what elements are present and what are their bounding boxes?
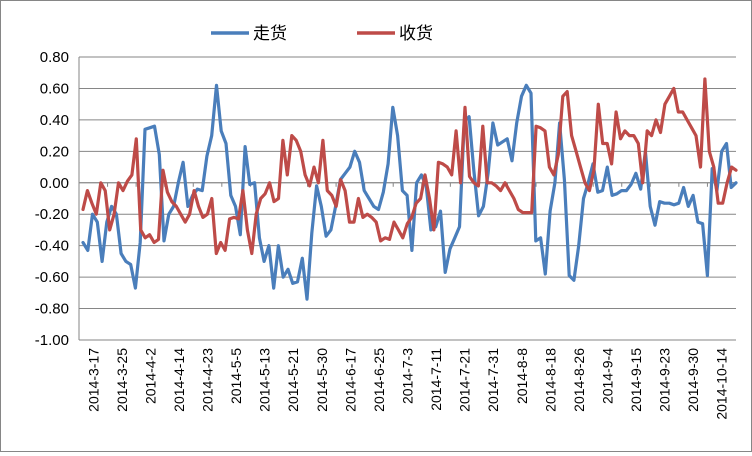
x-tick-label: 2014-3-25 bbox=[114, 348, 130, 412]
y-tick-label: -0.60 bbox=[35, 269, 69, 286]
y-tick-label: 0.60 bbox=[40, 80, 69, 97]
x-tick-label: 2014-7-3 bbox=[400, 348, 416, 404]
y-tick-label: -0.20 bbox=[35, 206, 69, 223]
x-tick-label: 2014-9-30 bbox=[685, 348, 701, 412]
x-tick-label: 2014-6-17 bbox=[342, 348, 358, 412]
x-tick-label: 2014-3-17 bbox=[85, 348, 101, 412]
x-tick-label: 2014-7-21 bbox=[457, 348, 473, 412]
x-tick-label: 2014-7-11 bbox=[428, 348, 444, 411]
series-line-1 bbox=[81, 77, 738, 256]
y-tick-label: 0.80 bbox=[40, 49, 69, 66]
x-tick-label: 2014-5-30 bbox=[314, 348, 330, 412]
series-layer bbox=[81, 77, 738, 301]
x-tick-label: 2014-10-14 bbox=[714, 348, 730, 420]
x-tick-label: 2014-9-4 bbox=[599, 348, 615, 404]
legend: 走货 收货 bbox=[211, 24, 433, 43]
x-tick-label: 2014-5-21 bbox=[285, 348, 301, 412]
x-tick-label: 2014-9-15 bbox=[628, 348, 644, 412]
legend-label: 收货 bbox=[399, 24, 433, 43]
y-tick-label: 0.40 bbox=[40, 112, 69, 129]
x-tick-label: 2014-6-25 bbox=[371, 348, 387, 412]
x-tick-label: 2014-8-8 bbox=[514, 348, 530, 404]
x-tick-label: 2014-8-26 bbox=[571, 348, 587, 412]
x-tick-label: 2014-4-2 bbox=[142, 348, 158, 404]
x-tick-label: 2014-4-14 bbox=[171, 348, 187, 412]
x-tick-label: 2014-9-23 bbox=[657, 348, 673, 412]
y-tick-label: -1.00 bbox=[35, 332, 69, 349]
y-axis: 0.80 0.60 0.40 0.20 0.00 -0.20 -0.40 -0.60 -0.80… bbox=[35, 49, 80, 349]
legend-label: 走货 bbox=[253, 24, 287, 43]
x-tick-label: 2014-4-23 bbox=[200, 348, 216, 412]
y-tick-label: -0.40 bbox=[35, 238, 69, 255]
x-axis: 2014-3-17 2014-3-25 2014-4-2 2014-4-14 2014-… bbox=[78, 182, 736, 420]
y-tick-label: 0.20 bbox=[40, 143, 69, 160]
x-tick-label: 2014-5-13 bbox=[257, 348, 273, 412]
x-tick-label: 2014-8-18 bbox=[542, 348, 558, 412]
y-tick-label: 0.00 bbox=[40, 175, 69, 192]
x-tick-label: 2014-7-31 bbox=[485, 348, 501, 412]
x-tick-label: 2014-5-5 bbox=[228, 348, 244, 404]
y-tick-label: -0.80 bbox=[35, 301, 69, 318]
series-line-0 bbox=[81, 83, 738, 301]
